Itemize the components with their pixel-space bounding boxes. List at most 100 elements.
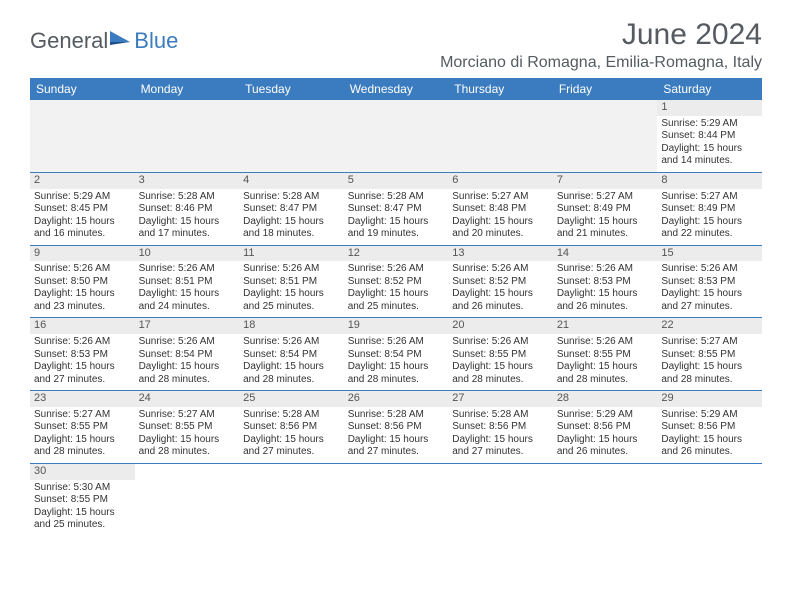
daylight-text: and 28 minutes. — [243, 374, 340, 387]
sunset-text: Sunset: 8:55 PM — [557, 349, 654, 362]
calendar-day-cell: 13Sunrise: 5:26 AMSunset: 8:52 PMDayligh… — [448, 245, 553, 318]
daylight-text: and 26 minutes. — [557, 446, 654, 459]
daylight-text: and 27 minutes. — [452, 446, 549, 459]
calendar-day-cell: 26Sunrise: 5:28 AMSunset: 8:56 PMDayligh… — [344, 391, 449, 464]
sunrise-text: Sunrise: 5:27 AM — [34, 409, 131, 422]
sunrise-text: Sunrise: 5:27 AM — [452, 191, 549, 204]
daylight-text: and 26 minutes. — [661, 446, 758, 459]
day-number: 29 — [657, 391, 762, 407]
sunrise-text: Sunrise: 5:27 AM — [557, 191, 654, 204]
daylight-text: and 18 minutes. — [243, 228, 340, 241]
calendar-day-cell — [657, 463, 762, 535]
weekday-header: Wednesday — [344, 78, 449, 100]
calendar-day-cell: 15Sunrise: 5:26 AMSunset: 8:53 PMDayligh… — [657, 245, 762, 318]
daylight-text: Daylight: 15 hours — [139, 288, 236, 301]
daylight-text: Daylight: 15 hours — [348, 216, 445, 229]
sunset-text: Sunset: 8:56 PM — [557, 421, 654, 434]
daylight-text: and 28 minutes. — [139, 446, 236, 459]
sunset-text: Sunset: 8:55 PM — [139, 421, 236, 434]
sunset-text: Sunset: 8:53 PM — [34, 349, 131, 362]
daylight-text: Daylight: 15 hours — [34, 434, 131, 447]
calendar-day-cell — [448, 100, 553, 172]
day-number: 25 — [239, 391, 344, 407]
day-number: 6 — [448, 173, 553, 189]
daylight-text: and 28 minutes. — [139, 374, 236, 387]
calendar-day-cell: 18Sunrise: 5:26 AMSunset: 8:54 PMDayligh… — [239, 318, 344, 391]
calendar-day-cell: 4Sunrise: 5:28 AMSunset: 8:47 PMDaylight… — [239, 172, 344, 245]
day-number: 14 — [553, 246, 658, 262]
day-number: 23 — [30, 391, 135, 407]
calendar-day-cell: 30Sunrise: 5:30 AMSunset: 8:55 PMDayligh… — [30, 463, 135, 535]
daylight-text: Daylight: 15 hours — [348, 288, 445, 301]
day-number: 7 — [553, 173, 658, 189]
calendar-day-cell: 24Sunrise: 5:27 AMSunset: 8:55 PMDayligh… — [135, 391, 240, 464]
calendar-day-cell: 11Sunrise: 5:26 AMSunset: 8:51 PMDayligh… — [239, 245, 344, 318]
sunset-text: Sunset: 8:46 PM — [139, 203, 236, 216]
location-subtitle: Morciano di Romagna, Emilia-Romagna, Ita… — [440, 54, 762, 72]
day-number: 8 — [657, 173, 762, 189]
day-number: 2 — [30, 173, 135, 189]
sunrise-text: Sunrise: 5:26 AM — [348, 263, 445, 276]
sunrise-text: Sunrise: 5:26 AM — [34, 336, 131, 349]
daylight-text: and 21 minutes. — [557, 228, 654, 241]
sunset-text: Sunset: 8:54 PM — [139, 349, 236, 362]
sunset-text: Sunset: 8:51 PM — [243, 276, 340, 289]
calendar-day-cell — [553, 100, 658, 172]
day-number: 12 — [344, 246, 449, 262]
daylight-text: Daylight: 15 hours — [348, 361, 445, 374]
calendar-day-cell: 19Sunrise: 5:26 AMSunset: 8:54 PMDayligh… — [344, 318, 449, 391]
calendar-day-cell: 23Sunrise: 5:27 AMSunset: 8:55 PMDayligh… — [30, 391, 135, 464]
day-number: 26 — [344, 391, 449, 407]
sunset-text: Sunset: 8:56 PM — [452, 421, 549, 434]
calendar-day-cell — [344, 100, 449, 172]
calendar-day-cell: 22Sunrise: 5:27 AMSunset: 8:55 PMDayligh… — [657, 318, 762, 391]
sunset-text: Sunset: 8:52 PM — [348, 276, 445, 289]
daylight-text: Daylight: 15 hours — [348, 434, 445, 447]
month-title: June 2024 — [440, 18, 762, 52]
daylight-text: Daylight: 15 hours — [452, 216, 549, 229]
calendar-day-cell: 20Sunrise: 5:26 AMSunset: 8:55 PMDayligh… — [448, 318, 553, 391]
sunrise-text: Sunrise: 5:26 AM — [243, 263, 340, 276]
calendar-week-row: 2Sunrise: 5:29 AMSunset: 8:45 PMDaylight… — [30, 172, 762, 245]
day-number: 27 — [448, 391, 553, 407]
daylight-text: Daylight: 15 hours — [139, 361, 236, 374]
sunrise-text: Sunrise: 5:30 AM — [34, 482, 131, 495]
calendar-day-cell: 28Sunrise: 5:29 AMSunset: 8:56 PMDayligh… — [553, 391, 658, 464]
day-number: 20 — [448, 318, 553, 334]
daylight-text: and 25 minutes. — [243, 301, 340, 314]
calendar-day-cell — [553, 463, 658, 535]
daylight-text: and 27 minutes. — [348, 446, 445, 459]
daylight-text: and 25 minutes. — [34, 519, 131, 532]
daylight-text: and 24 minutes. — [139, 301, 236, 314]
sunrise-text: Sunrise: 5:28 AM — [348, 191, 445, 204]
calendar-day-cell: 10Sunrise: 5:26 AMSunset: 8:51 PMDayligh… — [135, 245, 240, 318]
calendar-day-cell: 29Sunrise: 5:29 AMSunset: 8:56 PMDayligh… — [657, 391, 762, 464]
calendar-day-cell — [239, 463, 344, 535]
sunrise-text: Sunrise: 5:27 AM — [661, 191, 758, 204]
day-number: 4 — [239, 173, 344, 189]
weekday-header: Tuesday — [239, 78, 344, 100]
sunset-text: Sunset: 8:55 PM — [34, 494, 131, 507]
daylight-text: Daylight: 15 hours — [557, 216, 654, 229]
day-number: 10 — [135, 246, 240, 262]
day-number: 21 — [553, 318, 658, 334]
sunrise-text: Sunrise: 5:26 AM — [34, 263, 131, 276]
calendar-day-cell: 12Sunrise: 5:26 AMSunset: 8:52 PMDayligh… — [344, 245, 449, 318]
sunset-text: Sunset: 8:47 PM — [348, 203, 445, 216]
daylight-text: Daylight: 15 hours — [661, 434, 758, 447]
sunset-text: Sunset: 8:52 PM — [452, 276, 549, 289]
logo: General Blue — [30, 28, 178, 54]
day-number: 30 — [30, 464, 135, 480]
daylight-text: and 28 minutes. — [557, 374, 654, 387]
sunrise-text: Sunrise: 5:28 AM — [348, 409, 445, 422]
calendar-day-cell: 14Sunrise: 5:26 AMSunset: 8:53 PMDayligh… — [553, 245, 658, 318]
daylight-text: and 26 minutes. — [452, 301, 549, 314]
daylight-text: Daylight: 15 hours — [34, 361, 131, 374]
daylight-text: Daylight: 15 hours — [557, 361, 654, 374]
sunset-text: Sunset: 8:53 PM — [661, 276, 758, 289]
daylight-text: and 25 minutes. — [348, 301, 445, 314]
weekday-header: Thursday — [448, 78, 553, 100]
sunrise-text: Sunrise: 5:28 AM — [243, 191, 340, 204]
sunrise-text: Sunrise: 5:26 AM — [139, 336, 236, 349]
daylight-text: Daylight: 15 hours — [452, 434, 549, 447]
